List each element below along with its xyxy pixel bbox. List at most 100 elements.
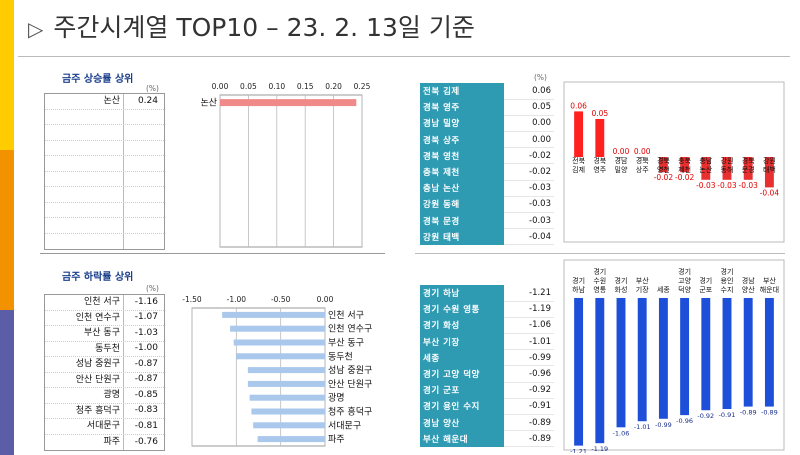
rise-unit: (%)	[146, 84, 159, 93]
row-name	[45, 125, 124, 140]
row-name: 경기 하남	[420, 285, 504, 302]
plot-area	[219, 94, 363, 248]
category-label: 경기	[699, 276, 712, 285]
category-label: 강원	[721, 156, 734, 165]
category-label: 광명	[328, 392, 345, 404]
row-name: 논산	[45, 94, 124, 109]
category-label: 양산	[742, 285, 755, 294]
fall-rank-table: 인천 서구 -1.16 인천 연수구 -1.07 부산 동구 -1.03 동두천 -1.00 성…	[44, 294, 165, 451]
row-name: 경기 화성	[420, 317, 504, 334]
row-value: -0.87	[134, 374, 158, 384]
row-value: -0.03	[504, 180, 554, 197]
table-row	[45, 140, 164, 156]
bar	[616, 298, 626, 428]
x-tick-label: 0.25	[354, 82, 371, 91]
bar	[253, 422, 325, 429]
data-label: -0.96	[676, 417, 693, 425]
table-row	[45, 171, 164, 187]
category-label: 덕양	[678, 285, 691, 294]
table-row: 강원 동해 -0.03	[420, 196, 554, 214]
row-name: 부산 동구	[45, 326, 124, 341]
category-label: 해운대	[760, 285, 779, 294]
bar	[658, 298, 668, 419]
category-label: 부산	[636, 276, 649, 285]
row-name: 전북 김제	[420, 83, 504, 100]
table-row: 경북 영천 -0.02	[420, 147, 554, 165]
category-label: 부산	[763, 276, 776, 285]
x-tick-label: -0.50	[271, 295, 291, 304]
bar	[574, 111, 584, 157]
table-row: 파주 -0.76	[45, 434, 164, 450]
row-value: -0.85	[134, 389, 158, 400]
metro-regions-table: 경기 하남 -1.21 경기 수원 영통 -1.19 경기 화성 -1.06 부산 기장 -1…	[420, 285, 554, 448]
category-label: 서대문구	[328, 420, 361, 431]
table-row: 광명 -0.85	[45, 388, 164, 404]
row-name: 경남 밀양	[420, 115, 504, 132]
category-label: 하남	[572, 285, 585, 294]
fall-section-title: 금주 하락률 상위	[62, 272, 134, 283]
category-label: 부산 동구	[328, 338, 364, 349]
row-name: 동두천	[45, 341, 124, 356]
table-row: 부산 기장 -1.01	[420, 333, 554, 351]
other-regions-bar-chart: 0.06전북김제0.05경북영주0.00경남밀양0.00경북상주-0.02경북영…	[563, 81, 785, 243]
bar	[247, 367, 325, 374]
category-label: 경북	[636, 156, 649, 165]
data-label: 0.00	[634, 147, 651, 156]
bar	[680, 298, 690, 416]
bar	[637, 157, 647, 158]
row-name: 세종	[420, 349, 504, 366]
data-label: -0.04	[760, 188, 780, 197]
row-value: -1.21	[504, 285, 554, 302]
table-row: 세종 -0.99	[420, 349, 554, 367]
section-divider-right	[415, 253, 785, 254]
category-label: 경북	[593, 156, 606, 165]
x-tick-label: 0.20	[325, 82, 342, 91]
row-value: -0.91	[504, 398, 554, 416]
category-label: 논산	[699, 165, 712, 174]
category-label: 안산 단원구	[328, 379, 372, 390]
row-name	[45, 233, 124, 249]
table-row: 경기 군포 -0.92	[420, 382, 554, 399]
x-tick-label: -1.50	[182, 295, 202, 304]
table-row: 경남 양산 -0.89	[420, 414, 554, 432]
bar	[743, 298, 753, 407]
table-row: 부산 동구 -1.03	[45, 326, 164, 342]
category-label: 파주	[328, 434, 345, 445]
category-label: 김제	[572, 166, 585, 174]
category-label: 기장	[636, 285, 649, 294]
bar	[595, 119, 605, 157]
data-label: -0.02	[675, 173, 695, 182]
row-value: 0.00	[504, 115, 554, 133]
metro-regions-bar-chart: -1.21경기하남-1.19경기수원영통-1.06경기화성-1.01부산기장-0…	[563, 259, 785, 453]
bar	[251, 408, 325, 415]
row-value: -0.03	[504, 212, 554, 230]
category-label: 밀양	[615, 166, 628, 174]
bar	[743, 157, 753, 180]
category-label: 제천	[678, 165, 691, 174]
row-value: -1.07	[134, 312, 158, 322]
row-name	[45, 109, 124, 124]
row-name: 인천 연수구	[45, 310, 124, 325]
table-row: 경북 영주 0.05	[420, 99, 554, 116]
row-name	[45, 218, 124, 233]
bar	[658, 157, 668, 173]
category-label: 상주	[636, 165, 649, 174]
title-divider	[18, 56, 790, 57]
row-name: 인천 서구	[45, 295, 124, 310]
bar	[222, 311, 325, 318]
table-row: 청주 흥덕구 -0.83	[45, 403, 164, 419]
row-name: 경북 영주	[420, 99, 504, 116]
data-label: -0.03	[717, 181, 737, 190]
bar	[247, 380, 325, 387]
row-name: 성남 중원구	[45, 357, 124, 372]
category-label: 성남 중원구	[328, 365, 372, 376]
category-label: 경기	[615, 276, 628, 285]
page-title: ▷ 주간시계열 TOP10 – 23. 2. 13일 기준	[28, 8, 475, 44]
data-label: -0.89	[761, 409, 778, 417]
table-row: 경기 용인 수지 -0.91	[420, 398, 554, 416]
category-label: 경남	[742, 276, 755, 285]
x-tick-label: 0.15	[297, 82, 314, 91]
row-name: 충남 논산	[420, 180, 504, 197]
row-value: -0.96	[504, 365, 554, 383]
table-row	[45, 233, 164, 249]
